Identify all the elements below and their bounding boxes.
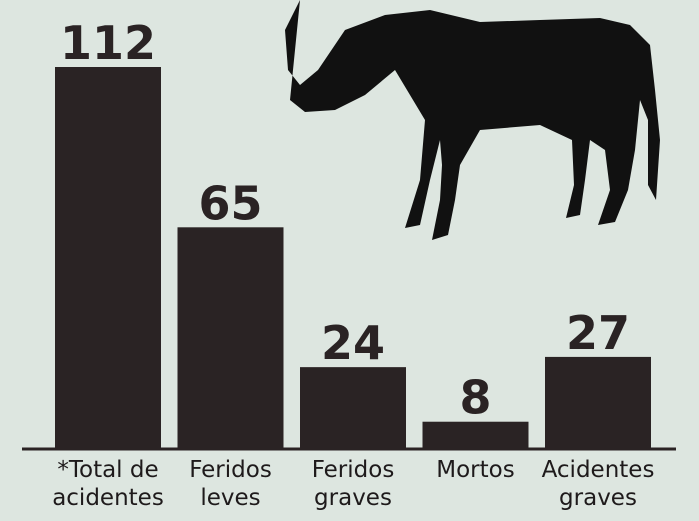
value-label: 112 — [60, 16, 156, 70]
donkey-silhouette — [285, 0, 660, 240]
value-label: 24 — [321, 316, 385, 370]
value-label: 65 — [198, 176, 262, 230]
category-label: Mortos — [406, 456, 546, 484]
chart: 112 65 24 8 27 — [0, 0, 699, 521]
category-label: *Total de acidentes — [38, 456, 178, 512]
value-label: 8 — [459, 371, 491, 425]
bar — [423, 422, 529, 449]
bar — [178, 227, 284, 449]
infographic: 112 65 24 8 27 *Total de acidentesFeridos le… — [0, 0, 699, 521]
bar — [300, 367, 406, 449]
category-label: Acidentes graves — [528, 456, 668, 512]
category-label: Feridos graves — [283, 456, 423, 512]
bar — [55, 67, 161, 449]
category-label: Feridos leves — [161, 456, 301, 512]
bar — [545, 357, 651, 449]
value-label: 27 — [566, 306, 630, 360]
